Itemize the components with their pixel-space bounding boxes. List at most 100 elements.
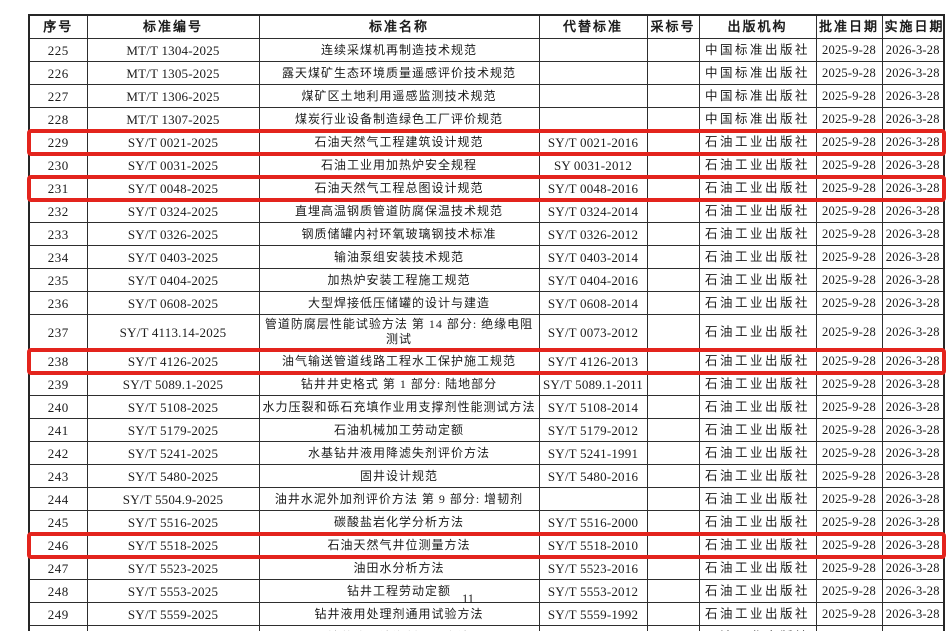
table-row: 238 SY/T 4126-2025 油气输送管道线路工程水工保护施工规范 SY/T …	[27, 347, 946, 375]
cell-index: 237	[28, 314, 88, 350]
cell-adoption	[646, 130, 700, 154]
cell-name: 油田水分析方法	[258, 556, 540, 580]
cell-adoption	[646, 418, 700, 442]
cell-replaces: SY/T 0048-2016	[538, 176, 648, 200]
column-header-publisher: 出版机构	[698, 14, 817, 39]
cell-code: SY/T 5504.9-2025	[86, 487, 260, 511]
cell-publisher: 中国标准出版社	[698, 84, 817, 108]
cell-approved: 2025-9-28	[815, 602, 883, 626]
cell-effective: 2026-3-28	[881, 418, 945, 442]
cell-effective: 2026-3-28	[881, 441, 945, 465]
cell-replaces: SY/T 0324-2014	[538, 199, 648, 223]
cell-code: SY/T 5523-2025	[86, 556, 260, 580]
cell-publisher: 石油工业出版社	[698, 199, 817, 223]
cell-effective: 2026-3-28	[881, 153, 945, 177]
cell-code: MT/T 1307-2025	[86, 107, 260, 131]
cell-name: 钻井井史格式 第 1 部分: 陆地部分	[258, 372, 540, 396]
cell-index: 234	[28, 245, 88, 269]
cell-index: 245	[28, 510, 88, 534]
cell-index: 225	[28, 38, 88, 62]
cell-adoption	[646, 268, 700, 292]
cell-approved: 2025-9-28	[815, 153, 883, 177]
table-row: 239 SY/T 5089.1-2025 钻井井史格式 第 1 部分: 陆地部分 SY…	[28, 372, 945, 396]
cell-effective: 2026-3-28	[881, 222, 945, 246]
cell-index: 235	[28, 268, 88, 292]
cell-approved: 2025-9-28	[815, 579, 883, 603]
cell-publisher: 石油工业出版社	[698, 291, 817, 315]
cell-publisher: 中国标准出版社	[698, 38, 817, 62]
cell-effective: 2026-3-28	[881, 245, 945, 269]
cell-index: 232	[28, 199, 88, 223]
cell-replaces: SY/T 5108-2014	[538, 395, 648, 419]
cell-code: SY/T 5089.1-2025	[86, 372, 260, 396]
cell-adoption	[646, 222, 700, 246]
cell-approved: 2025-9-28	[815, 38, 883, 62]
cell-index: 226	[28, 61, 88, 85]
cell-code: SY/T 0404-2025	[86, 268, 260, 292]
cell-code: SY/T 4113.14-2025	[86, 314, 260, 350]
cell-code: SY/T 0403-2025	[86, 245, 260, 269]
cell-publisher: 石油工业出版社	[698, 510, 817, 534]
cell-adoption	[646, 487, 700, 511]
cell-code: SY/T 5241-2025	[86, 441, 260, 465]
table-row: 250SY/T 5560-2025钻井液用消泡剂评价方法SY/T 5560-19…	[28, 625, 945, 631]
cell-publisher: 石油工业出版社	[698, 245, 817, 269]
cell-name: 水基钻井液用降滤失剂评价方法	[258, 441, 540, 465]
cell-name: 油井水泥外加剂评价方法 第 9 部分: 增韧剂	[258, 487, 540, 511]
cell-approved: 2025-9-28	[815, 510, 883, 534]
cell-index: 243	[28, 464, 88, 488]
cell-name: 输油泵组安装技术规范	[258, 245, 540, 269]
cell-replaces: SY/T 0404-2016	[538, 268, 648, 292]
cell-code: SY/T 5559-2025	[86, 602, 260, 626]
cell-approved: 2025-9-28	[815, 418, 883, 442]
cell-adoption	[646, 441, 700, 465]
cell-replaces	[538, 61, 648, 85]
cell-code: SY/T 4126-2025	[86, 349, 260, 373]
cell-name: 石油机械加工劳动定额	[258, 418, 540, 442]
cell-name: 石油天然气井位测量方法	[258, 533, 540, 557]
cell-adoption	[646, 291, 700, 315]
cell-replaces	[538, 487, 648, 511]
cell-adoption	[646, 556, 700, 580]
cell-approved: 2025-9-28	[815, 222, 883, 246]
cell-effective: 2026-3-28	[881, 107, 945, 131]
cell-replaces: SY/T 5179-2012	[538, 418, 648, 442]
cell-replaces: SY/T 5523-2016	[538, 556, 648, 580]
cell-approved: 2025-9-28	[815, 176, 883, 200]
cell-index: 247	[28, 556, 88, 580]
column-header-effective: 实施日期	[881, 14, 945, 39]
cell-adoption	[646, 395, 700, 419]
cell-index: 239	[28, 372, 88, 396]
cell-name: 钻井液用消泡剂评价方法	[258, 625, 540, 631]
cell-adoption	[646, 38, 700, 62]
cell-index: 244	[28, 487, 88, 511]
column-header-name: 标准名称	[258, 14, 540, 39]
cell-code: SY/T 5179-2025	[86, 418, 260, 442]
table-row: 246 SY/T 5518-2025 石油天然气井位测量方法 SY/T 5518-20…	[27, 531, 946, 559]
cell-publisher: 石油工业出版社	[698, 372, 817, 396]
cell-publisher: 石油工业出版社	[698, 556, 817, 580]
cell-publisher: 中国标准出版社	[698, 61, 817, 85]
cell-name: 石油工业用加热炉安全规程	[258, 153, 540, 177]
cell-name: 钻井液用处理剂通用试验方法	[258, 602, 540, 626]
cell-approved: 2025-9-28	[815, 487, 883, 511]
cell-name: 固井设计规范	[258, 464, 540, 488]
cell-replaces: SY/T 5553-2012	[538, 579, 648, 603]
cell-publisher: 石油工业出版社	[698, 130, 817, 154]
cell-approved: 2025-9-28	[815, 199, 883, 223]
cell-replaces: SY/T 5089.1-2011	[538, 372, 648, 396]
cell-approved: 2025-9-28	[815, 61, 883, 85]
cell-adoption	[646, 533, 700, 557]
cell-approved: 2025-9-28	[815, 130, 883, 154]
cell-approved: 2025-9-28	[815, 107, 883, 131]
table-row: 230 SY/T 0031-2025 石油工业用加热炉安全规程 SY 0031-201…	[28, 153, 945, 177]
cell-publisher: 石油工业出版社	[698, 349, 817, 373]
cell-approved: 2025-9-28	[815, 268, 883, 292]
cell-name: 碳酸盐岩化学分析方法	[258, 510, 540, 534]
table-row: 241 SY/T 5179-2025 石油机械加工劳动定额 SY/T 5179-201…	[28, 418, 945, 442]
cell-replaces	[538, 38, 648, 62]
cell-index: 241	[28, 418, 88, 442]
cell-effective: 2026-3-28	[881, 510, 945, 534]
cell-index: 236	[28, 291, 88, 315]
cell-name: 煤炭行业设备制造绿色工厂评价规范	[258, 107, 540, 131]
